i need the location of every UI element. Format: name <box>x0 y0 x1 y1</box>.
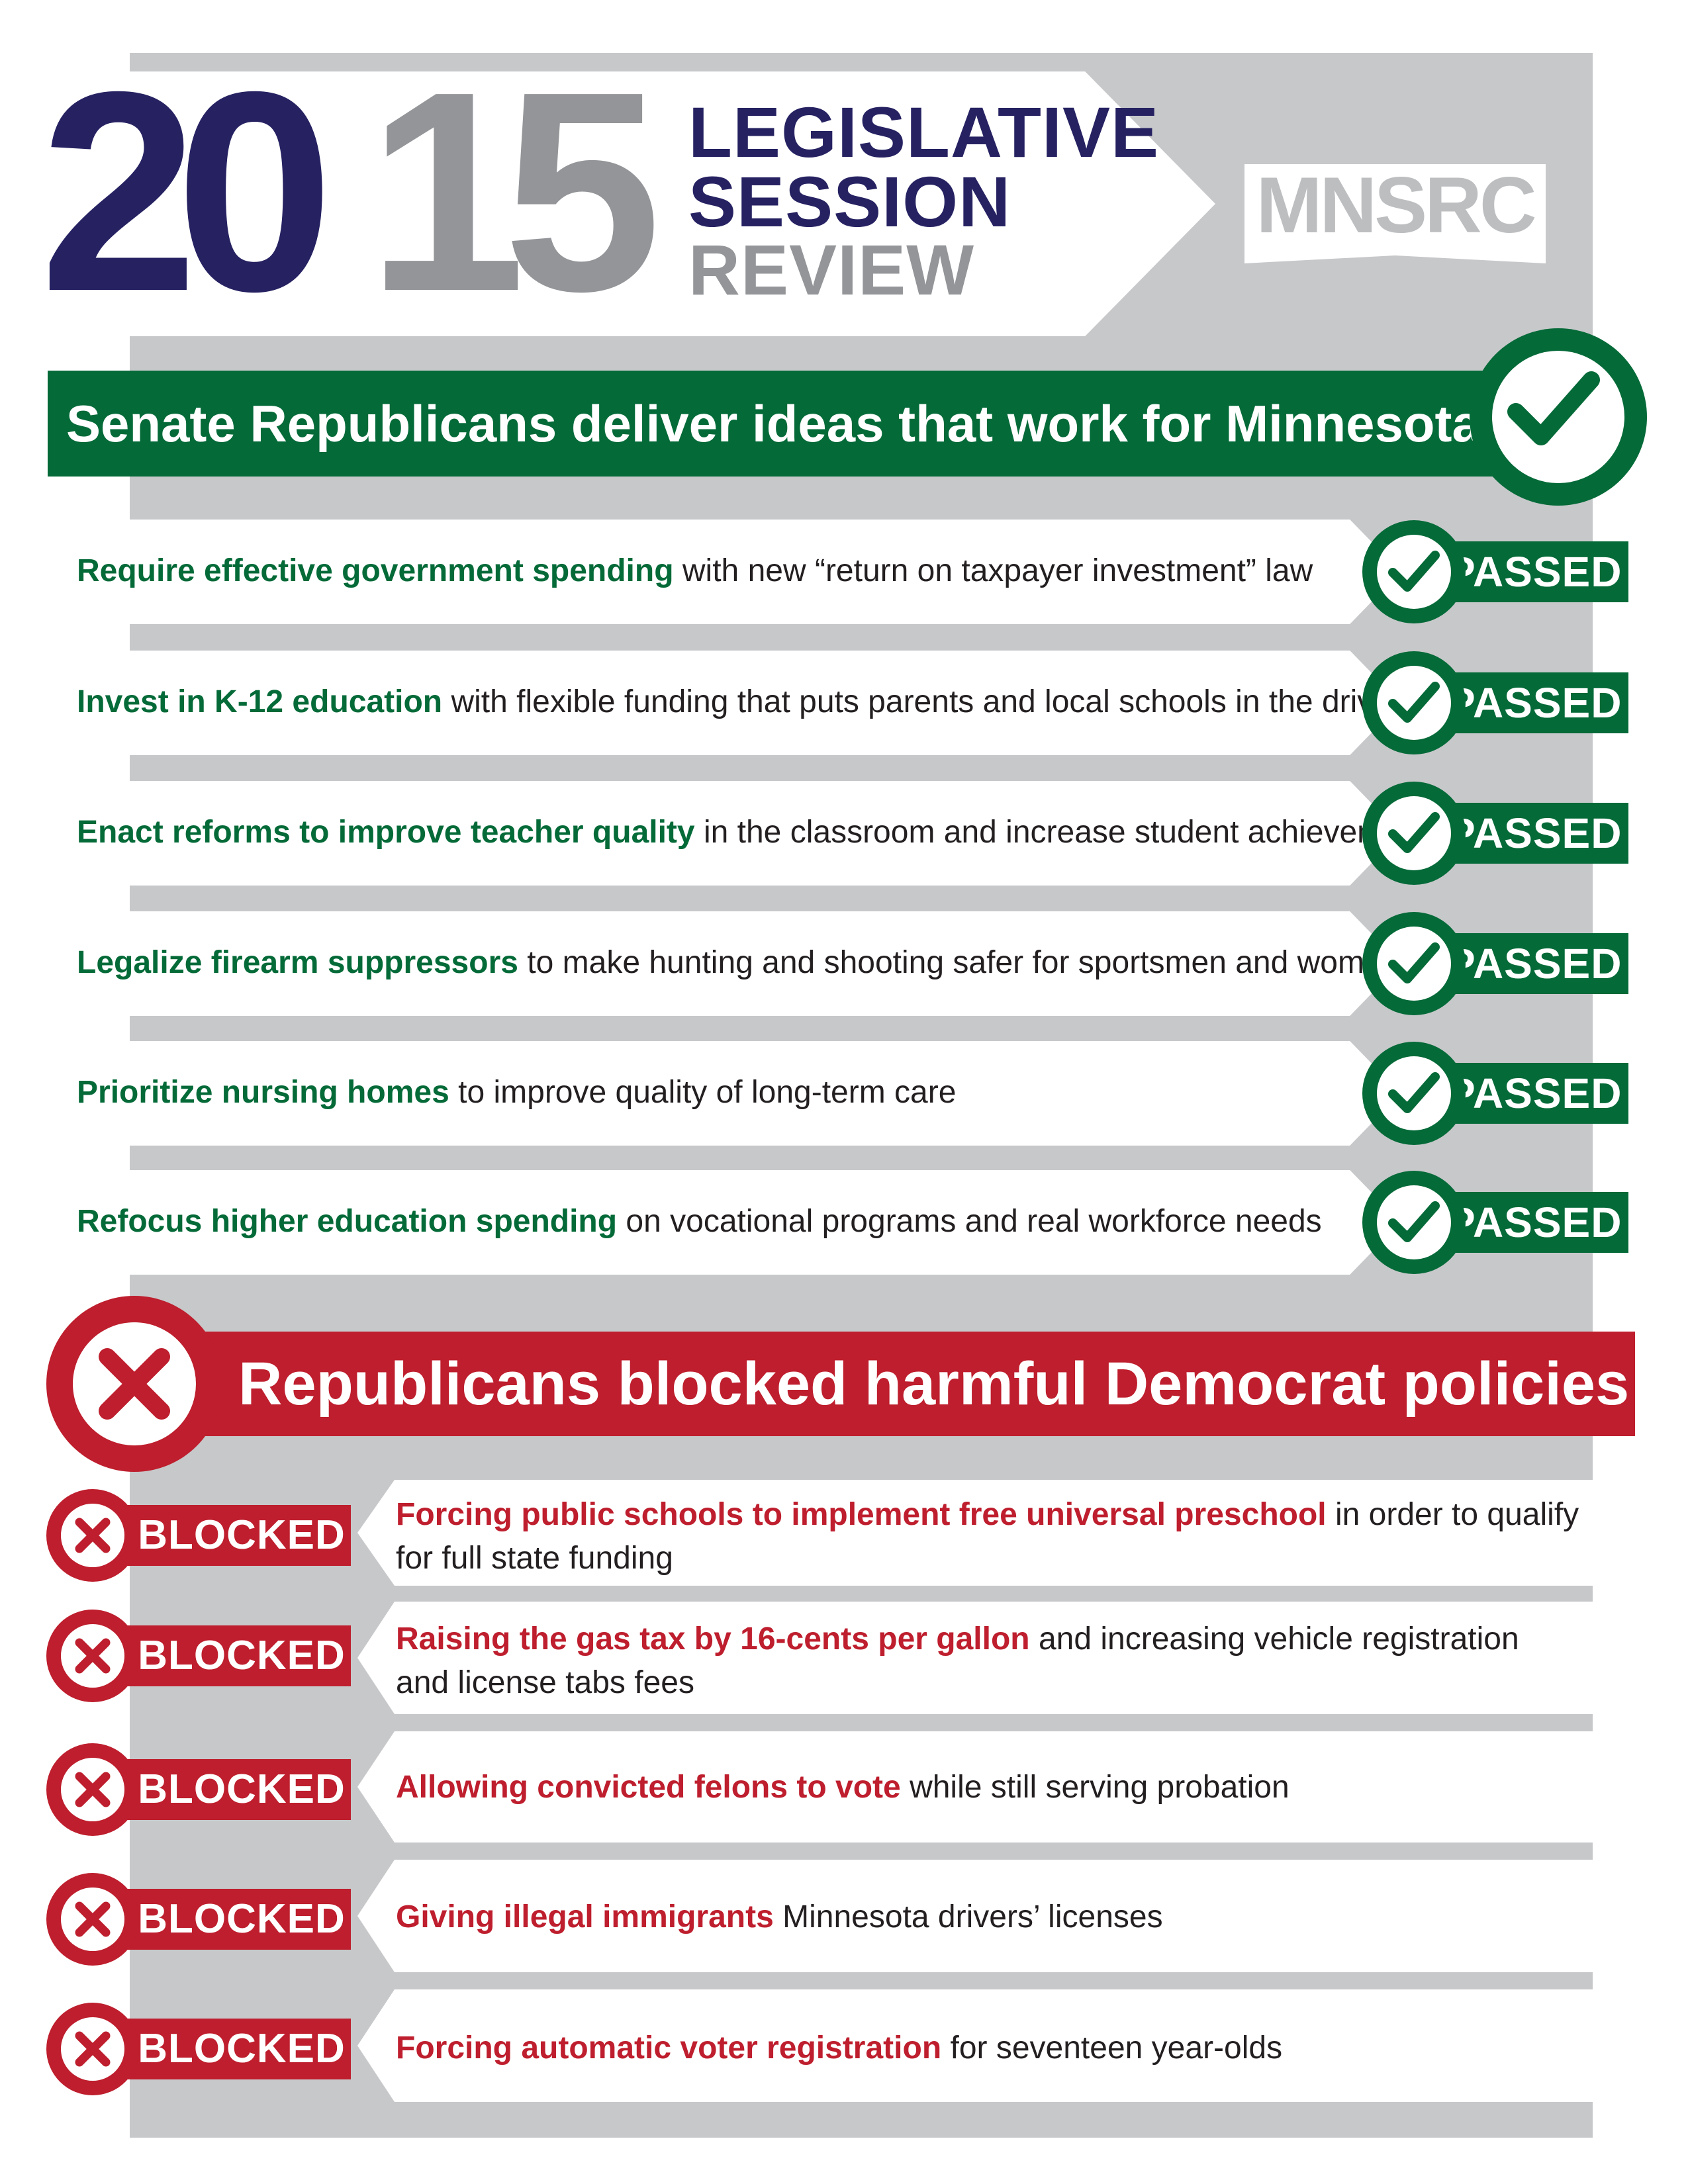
passed-item-rest: to make hunting and shooting safer for s… <box>518 945 1400 980</box>
blocked-badge <box>106 2019 351 2079</box>
passed-row <box>130 1041 1401 1146</box>
blocked-item-rest: while still serving probation <box>900 1770 1289 1805</box>
x-icon <box>75 2031 111 2067</box>
blocked-badge-label: BLOCKED <box>138 1633 346 1678</box>
passed-item-rest: to improve quality of long-term care <box>449 1075 957 1110</box>
year-part-1: 20 <box>40 33 334 351</box>
x-icon <box>75 1518 111 1553</box>
blocked-badge <box>106 1505 351 1566</box>
passed-badge-label: PASSED <box>1447 940 1622 987</box>
passed-badge-label: PASSED <box>1447 1199 1622 1246</box>
logo-text: MNSRC <box>1256 161 1537 250</box>
blocked-row-text: Forcing public schools to implement free… <box>396 1493 1581 1580</box>
passed-badge-label: PASSED <box>1447 1069 1622 1117</box>
check-icon <box>1388 682 1440 723</box>
session-title-line-2: SESSION <box>688 161 1011 242</box>
passed-row-text: Refocus higher education spending on voc… <box>77 1202 1335 1242</box>
passed-badge-label: PASSED <box>1447 548 1622 596</box>
blocked-badge-label: BLOCKED <box>138 1766 346 1812</box>
blocked-row-text: Allowing convicted felons to vote while … <box>396 1766 1581 1809</box>
blocked-item-bold: Forcing public schools to implement free… <box>396 1497 1327 1532</box>
passed-row-text: Legalize firearm suppressors to make hun… <box>77 943 1399 983</box>
passed-row <box>130 651 1401 755</box>
passed-item-bold: Legalize firearm suppressors <box>77 945 518 980</box>
blocked-item-bold: Giving illegal immigrants <box>396 1899 774 1934</box>
passed-item-bold: Prioritize nursing homes <box>77 1075 449 1110</box>
blocked-badge-label: BLOCKED <box>138 1896 346 1942</box>
blocked-row-text: Forcing automatic voter registration for… <box>396 2026 1581 2070</box>
blocked-item-bold: Raising the gas tax by 16-cents per gall… <box>396 1621 1030 1657</box>
blocked-badge <box>106 1889 351 1950</box>
passed-row <box>130 911 1401 1016</box>
blocked-section-title: Republicans blocked harmful Democrat pol… <box>238 1350 1630 1418</box>
blocked-item-bold: Forcing automatic voter registration <box>396 2030 942 2066</box>
session-title-line-3: REVIEW <box>688 230 975 310</box>
blocked-section-banner <box>130 1332 1635 1436</box>
passed-item-rest: in the classroom and increase student ac… <box>694 815 1428 850</box>
check-icon <box>1388 1201 1440 1242</box>
blocked-row <box>357 1480 1593 1586</box>
passed-item-rest: with flexible funding that puts parents … <box>442 684 1492 719</box>
blocked-badge-label: BLOCKED <box>138 2026 346 2071</box>
passed-item-rest: on vocational programs and real workforc… <box>617 1204 1322 1239</box>
passed-row-text: Invest in K-12 education with flexible f… <box>77 682 1492 722</box>
blocked-row <box>357 1860 1593 1972</box>
x-icon <box>75 1638 111 1674</box>
header-banner <box>130 71 1215 336</box>
passed-item-bold: Enact reforms to improve teacher quality <box>77 815 695 850</box>
blocked-item-bold: Allowing convicted felons to vote <box>396 1770 901 1805</box>
check-icon <box>1388 942 1440 983</box>
passed-row <box>130 520 1401 624</box>
passed-section-title: Senate Republicans deliver ideas that wo… <box>66 394 1541 453</box>
blocked-item-rest: in order to qualify for full state fundi… <box>396 1497 1579 1576</box>
passed-row-text: Prioritize nursing homes to improve qual… <box>77 1073 1335 1113</box>
passed-row <box>130 1170 1401 1275</box>
passed-badge-label: PASSED <box>1447 679 1622 727</box>
blocked-badge <box>106 1625 351 1686</box>
year-part-2: 15 <box>367 33 661 351</box>
passed-item-bold: Invest in K-12 education <box>77 684 443 719</box>
blocked-badge-label: BLOCKED <box>138 1512 346 1558</box>
passed-row-text: Require effective government spending wi… <box>77 551 1335 591</box>
check-icon <box>1388 551 1440 592</box>
blocked-badge <box>106 1759 351 1820</box>
x-icon <box>75 1772 111 1807</box>
passed-section-banner <box>48 371 1564 477</box>
check-icon <box>1388 812 1440 853</box>
blocked-row <box>357 1989 1593 2102</box>
logo-badge <box>1244 164 1546 263</box>
passed-row-text: Enact reforms to improve teacher quality… <box>77 813 1428 852</box>
big-check-icon <box>1507 371 1600 445</box>
passed-badge-label: PASSED <box>1447 809 1622 857</box>
blocked-item-rest: Minnesota drivers’ licenses <box>773 1899 1163 1934</box>
blocked-row-text: Raising the gas tax by 16-cents per gall… <box>396 1617 1581 1705</box>
session-title-line-1: LEGISLATIVE <box>688 92 1160 172</box>
blocked-item-rest: for seventeen year-olds <box>941 2030 1283 2066</box>
x-icon <box>75 1901 111 1937</box>
check-icon <box>1388 1072 1440 1113</box>
passed-item-bold: Refocus higher education spending <box>77 1204 618 1239</box>
big-x-icon <box>99 1348 170 1420</box>
passed-item-bold: Require effective government spending <box>77 553 674 588</box>
blocked-item-rest: and increasing vehicle registration and … <box>396 1621 1519 1700</box>
blocked-row <box>357 1602 1593 1714</box>
blocked-row-text: Giving illegal immigrants Minnesota driv… <box>396 1895 1581 1939</box>
blocked-row <box>357 1731 1593 1843</box>
passed-row <box>130 781 1401 886</box>
passed-item-rest: with new “return on taxpayer investment”… <box>673 553 1313 588</box>
